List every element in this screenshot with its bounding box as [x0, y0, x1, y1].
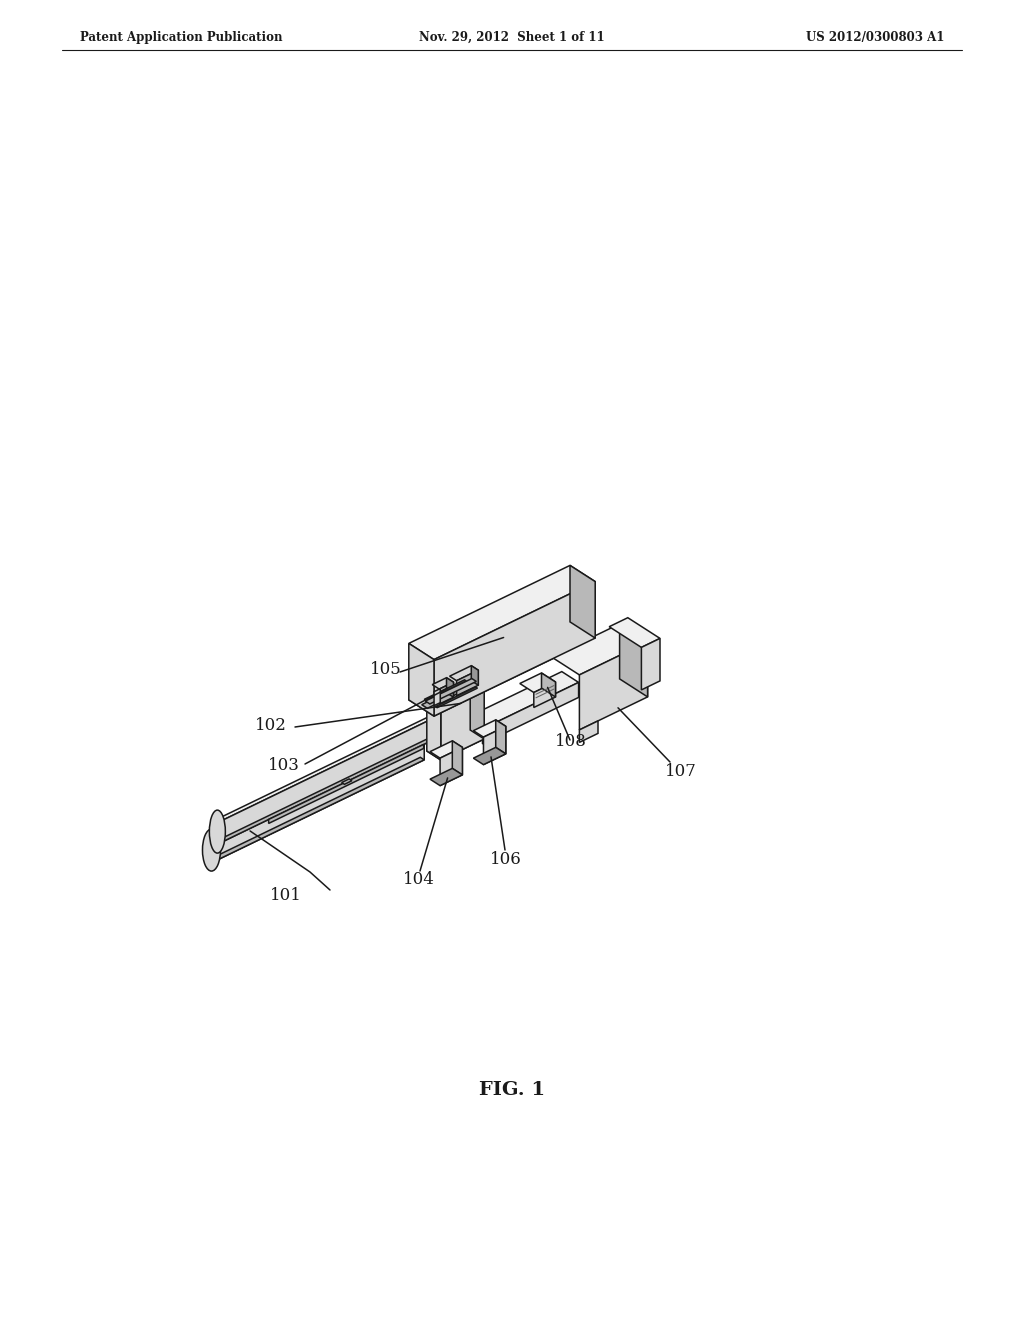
Polygon shape: [430, 741, 463, 758]
Polygon shape: [213, 739, 424, 862]
Polygon shape: [620, 624, 647, 697]
Polygon shape: [580, 642, 647, 730]
Polygon shape: [482, 682, 579, 744]
Polygon shape: [496, 719, 506, 754]
Polygon shape: [466, 672, 579, 729]
Polygon shape: [210, 737, 424, 841]
Polygon shape: [542, 673, 555, 697]
Polygon shape: [453, 741, 463, 775]
Polygon shape: [434, 689, 440, 706]
Text: 105: 105: [370, 661, 401, 678]
Polygon shape: [641, 639, 660, 690]
Polygon shape: [483, 726, 506, 764]
Text: FIG. 1: FIG. 1: [479, 1081, 545, 1100]
Polygon shape: [427, 730, 484, 760]
Polygon shape: [409, 565, 595, 660]
Polygon shape: [432, 677, 454, 689]
Polygon shape: [216, 734, 442, 843]
Polygon shape: [580, 721, 598, 742]
Polygon shape: [216, 711, 442, 822]
Polygon shape: [440, 685, 484, 760]
Polygon shape: [457, 671, 478, 696]
Polygon shape: [609, 618, 660, 647]
Polygon shape: [450, 665, 478, 681]
Ellipse shape: [209, 810, 225, 853]
Polygon shape: [425, 678, 476, 704]
Polygon shape: [520, 673, 555, 693]
Polygon shape: [440, 747, 463, 785]
Polygon shape: [446, 677, 454, 697]
Polygon shape: [268, 744, 424, 824]
Text: Nov. 29, 2012  Sheet 1 of 11: Nov. 29, 2012 Sheet 1 of 11: [419, 30, 605, 44]
Polygon shape: [473, 747, 506, 764]
Text: 106: 106: [490, 851, 522, 869]
Polygon shape: [424, 680, 466, 701]
Polygon shape: [409, 643, 434, 715]
Polygon shape: [427, 697, 440, 760]
Polygon shape: [342, 779, 352, 784]
Polygon shape: [534, 682, 555, 708]
Polygon shape: [422, 681, 477, 709]
Polygon shape: [210, 758, 424, 862]
Polygon shape: [551, 624, 647, 675]
Text: US 2012/0300803 A1: US 2012/0300803 A1: [806, 30, 944, 44]
Polygon shape: [427, 676, 484, 706]
Polygon shape: [570, 565, 595, 638]
Polygon shape: [471, 665, 478, 685]
Polygon shape: [219, 714, 442, 843]
Polygon shape: [409, 622, 595, 715]
Text: 103: 103: [268, 756, 300, 774]
Ellipse shape: [203, 829, 220, 871]
Text: 104: 104: [403, 871, 435, 888]
Text: 102: 102: [255, 717, 287, 734]
Text: 108: 108: [555, 734, 587, 751]
Polygon shape: [470, 676, 484, 739]
Polygon shape: [430, 768, 463, 785]
Polygon shape: [435, 686, 477, 708]
Text: 107: 107: [665, 763, 697, 780]
Polygon shape: [473, 719, 506, 737]
Polygon shape: [439, 682, 454, 704]
Polygon shape: [434, 582, 595, 715]
Text: Patent Application Publication: Patent Application Publication: [80, 30, 283, 44]
Text: 101: 101: [270, 887, 302, 903]
